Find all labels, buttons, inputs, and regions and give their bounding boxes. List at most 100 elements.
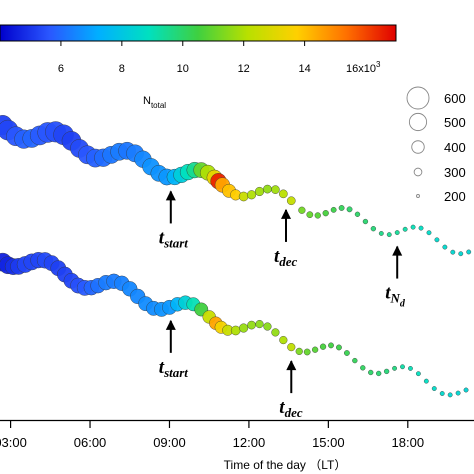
data-point bbox=[368, 369, 374, 376]
colorbar-tick-label: 8 bbox=[119, 63, 125, 75]
colorbar-tick-label: 14 bbox=[298, 63, 310, 75]
colorbar-ticks: 6 8 10 12 14 bbox=[58, 41, 311, 75]
data-point bbox=[311, 346, 319, 353]
data-point bbox=[410, 224, 416, 230]
x-tick-label: 06:00 bbox=[74, 435, 107, 450]
data-point bbox=[336, 344, 342, 351]
colorbar-tick-label: 12 bbox=[238, 63, 250, 75]
annotation-label: tstart bbox=[159, 227, 189, 250]
data-point bbox=[442, 244, 448, 250]
size-legend-circle bbox=[406, 86, 430, 110]
data-point bbox=[362, 218, 369, 225]
data-point bbox=[386, 232, 392, 238]
annotations: tstart tdec tNd tstart tdec bbox=[159, 190, 406, 420]
size-legend-circle bbox=[408, 112, 428, 132]
annotation-label: tstart bbox=[159, 357, 189, 380]
data-point bbox=[286, 196, 296, 206]
annotation-arrow-head bbox=[392, 245, 403, 256]
x-tick-label: 12:00 bbox=[233, 435, 266, 450]
colorbar-bar bbox=[0, 24, 397, 42]
data-point bbox=[344, 350, 350, 356]
data-point bbox=[306, 211, 314, 219]
colorbar-tick-label: 6 bbox=[58, 63, 64, 75]
data-point bbox=[466, 249, 472, 255]
data-point bbox=[330, 206, 337, 213]
data-point bbox=[392, 365, 397, 371]
annotation-arrow-head bbox=[165, 319, 176, 330]
annotation-label: tdec bbox=[274, 246, 298, 269]
data-point bbox=[319, 343, 327, 350]
data-point bbox=[254, 186, 265, 197]
size-legend-circle bbox=[411, 140, 425, 154]
data-point bbox=[394, 230, 400, 235]
data-point bbox=[383, 368, 390, 375]
data-point bbox=[298, 206, 306, 214]
size-legend: Ntotal 600 500 400 300 200 bbox=[143, 86, 466, 204]
data-point bbox=[431, 386, 437, 391]
plot-area: 03:00 06:00 09:00 12:00 15:00 18:00 Time of t… bbox=[0, 115, 474, 472]
colorbar: 6 8 10 12 14 16x103 bbox=[0, 24, 397, 75]
annotation-arrow-head bbox=[280, 208, 291, 219]
data-point bbox=[439, 391, 445, 396]
x-ticks: 03:00 06:00 09:00 12:00 15:00 18:00 bbox=[0, 420, 424, 450]
data-point bbox=[415, 371, 421, 377]
size-legend-items: 600 500 400 300 200 bbox=[406, 86, 466, 204]
data-point bbox=[450, 249, 456, 255]
size-legend-label: 400 bbox=[444, 140, 466, 155]
data-point bbox=[322, 210, 329, 217]
data-point bbox=[279, 189, 288, 199]
x-axis-title: Time of the day （LT） bbox=[224, 458, 347, 472]
annotation-arrow-head bbox=[165, 190, 176, 201]
annotation-label: tNd bbox=[385, 283, 406, 310]
size-legend-circle bbox=[413, 167, 423, 177]
size-legend-label: 500 bbox=[444, 115, 466, 130]
data-point bbox=[418, 225, 424, 231]
size-legend-label: 200 bbox=[444, 189, 466, 204]
data-point bbox=[426, 230, 432, 236]
data-point bbox=[354, 211, 361, 217]
data-point bbox=[370, 226, 377, 232]
x-tick-label: 18:00 bbox=[392, 435, 425, 450]
data-point bbox=[423, 378, 429, 384]
data-point bbox=[378, 231, 384, 236]
data-point bbox=[400, 364, 405, 370]
data-point bbox=[247, 320, 256, 330]
data-point bbox=[458, 251, 464, 257]
colorbar-multiplier: 16x103 bbox=[346, 60, 381, 75]
x-tick-label: 03:00 bbox=[0, 435, 27, 450]
data-point bbox=[338, 205, 345, 211]
data-point bbox=[263, 322, 272, 331]
data-point bbox=[376, 370, 382, 377]
data-point bbox=[314, 212, 321, 219]
size-legend-circle bbox=[416, 194, 420, 198]
data-point bbox=[295, 347, 303, 355]
colorbar-tick-label: 10 bbox=[177, 63, 189, 75]
data-point bbox=[346, 206, 353, 213]
data-point bbox=[271, 185, 280, 194]
data-point bbox=[279, 335, 288, 345]
data-point bbox=[408, 366, 413, 371]
data-point bbox=[455, 390, 461, 396]
data-point bbox=[328, 342, 334, 349]
x-tick-label: 15:00 bbox=[312, 435, 345, 450]
data-point bbox=[239, 323, 249, 333]
data-point bbox=[255, 319, 264, 329]
size-legend-label: 600 bbox=[444, 91, 466, 106]
data-point bbox=[247, 190, 257, 200]
annotation-arrow-head bbox=[286, 360, 297, 371]
size-legend-title: Ntotal bbox=[143, 95, 166, 110]
size-legend-label: 300 bbox=[444, 165, 466, 180]
data-point bbox=[352, 357, 358, 364]
data-points bbox=[0, 115, 472, 398]
data-point bbox=[434, 237, 440, 243]
data-point bbox=[271, 328, 280, 337]
annotation-label: tdec bbox=[279, 397, 303, 420]
data-point bbox=[263, 184, 272, 194]
data-point bbox=[303, 348, 311, 356]
x-tick-label: 09:00 bbox=[153, 435, 186, 450]
data-point bbox=[402, 226, 408, 232]
data-point bbox=[287, 343, 296, 352]
data-point bbox=[230, 325, 241, 336]
data-point bbox=[238, 191, 249, 202]
